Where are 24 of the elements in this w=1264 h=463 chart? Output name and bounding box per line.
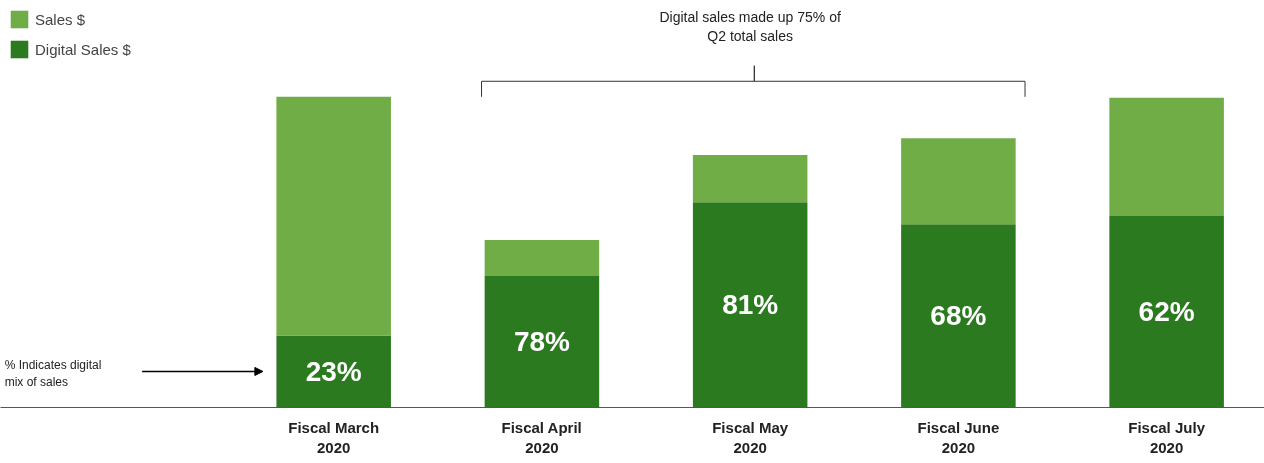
bar <box>901 224 1016 408</box>
bar <box>276 335 391 408</box>
annotation: 23% <box>305 355 362 387</box>
annotation: 68% <box>930 300 987 332</box>
x-tick-label: Fiscal May 2020 <box>712 418 789 456</box>
annotation: 78% <box>513 326 571 358</box>
x-tick-label: Fiscal March 2020 <box>288 418 380 456</box>
x-tick-label: Fiscal April 2020 <box>501 418 582 456</box>
legend-label: Digital Sales $ <box>35 40 131 58</box>
x-tick-label: Fiscal July 2020 <box>1128 418 1206 456</box>
legend-label: Sales $ <box>35 10 86 28</box>
annotation: 62% <box>1138 296 1195 328</box>
bar <box>692 154 808 203</box>
annotation: 81% <box>722 289 779 321</box>
bar <box>484 276 600 408</box>
bar <box>1109 97 1224 217</box>
bar <box>901 138 1016 225</box>
x-tick-label: Fiscal June 2020 <box>917 418 1000 456</box>
text: % Indicates digital mix of sales <box>4 358 102 389</box>
bar <box>692 202 808 408</box>
text: Digital sales made up 75% of Q2 total sales <box>659 8 841 44</box>
bar <box>1109 216 1224 408</box>
bar <box>276 96 391 336</box>
bar <box>484 240 600 277</box>
